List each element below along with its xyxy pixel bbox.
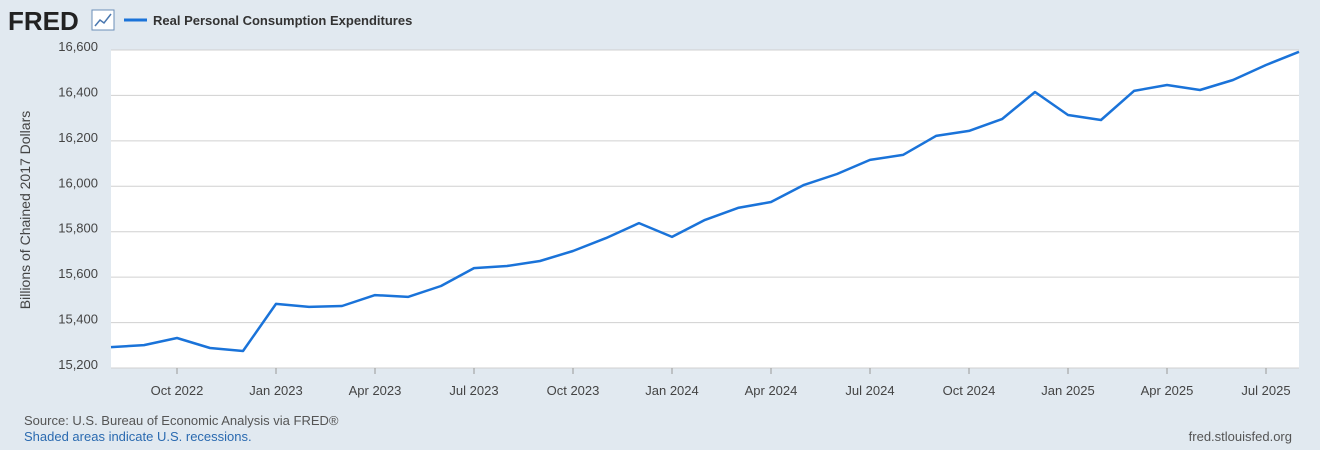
y-tick-label: 15,800 [58, 221, 98, 236]
y-axis-label: Billions of Chained 2017 Dollars [17, 111, 33, 309]
x-tick-label: Jan 2023 [249, 383, 303, 398]
x-tick-label: Oct 2022 [151, 383, 204, 398]
x-tick-label: Apr 2024 [745, 383, 798, 398]
logo-icon [91, 9, 115, 31]
x-tick-label: Oct 2023 [547, 383, 600, 398]
y-tick-label: 16,600 [58, 39, 98, 54]
url[interactable]: fred.stlouisfed.org [1189, 429, 1292, 444]
x-tick-label: Jul 2024 [845, 383, 894, 398]
plot-area [111, 50, 1299, 368]
x-tick-label: Jan 2024 [645, 383, 699, 398]
series-line [110, 50, 1300, 353]
note[interactable]: Shaded areas indicate U.S. recessions. [24, 429, 252, 444]
brand-logo[interactable]: FRED [8, 6, 79, 36]
legend-entry[interactable]: Real Personal Consumption Expenditures [153, 13, 412, 28]
y-tick-label: 16,000 [58, 175, 98, 190]
y-tick-label: 15,400 [58, 312, 98, 327]
x-tick-label: Jan 2025 [1041, 383, 1095, 398]
x-tick-label: Oct 2024 [943, 383, 996, 398]
x-tick-label: Jul 2025 [1241, 383, 1290, 398]
grid [111, 49, 1299, 369]
x-tick-label: Jul 2023 [449, 383, 498, 398]
y-tick-label: 15,200 [58, 357, 98, 372]
source: Source: U.S. Bureau of Economic Analysis… [24, 413, 339, 428]
x-tick-label: Apr 2025 [1141, 383, 1194, 398]
x-tick-label: Apr 2023 [349, 383, 402, 398]
y-tick-label: 16,400 [58, 84, 98, 99]
y-tick-label: 15,600 [58, 266, 98, 281]
y-tick-label: 16,200 [58, 130, 98, 145]
